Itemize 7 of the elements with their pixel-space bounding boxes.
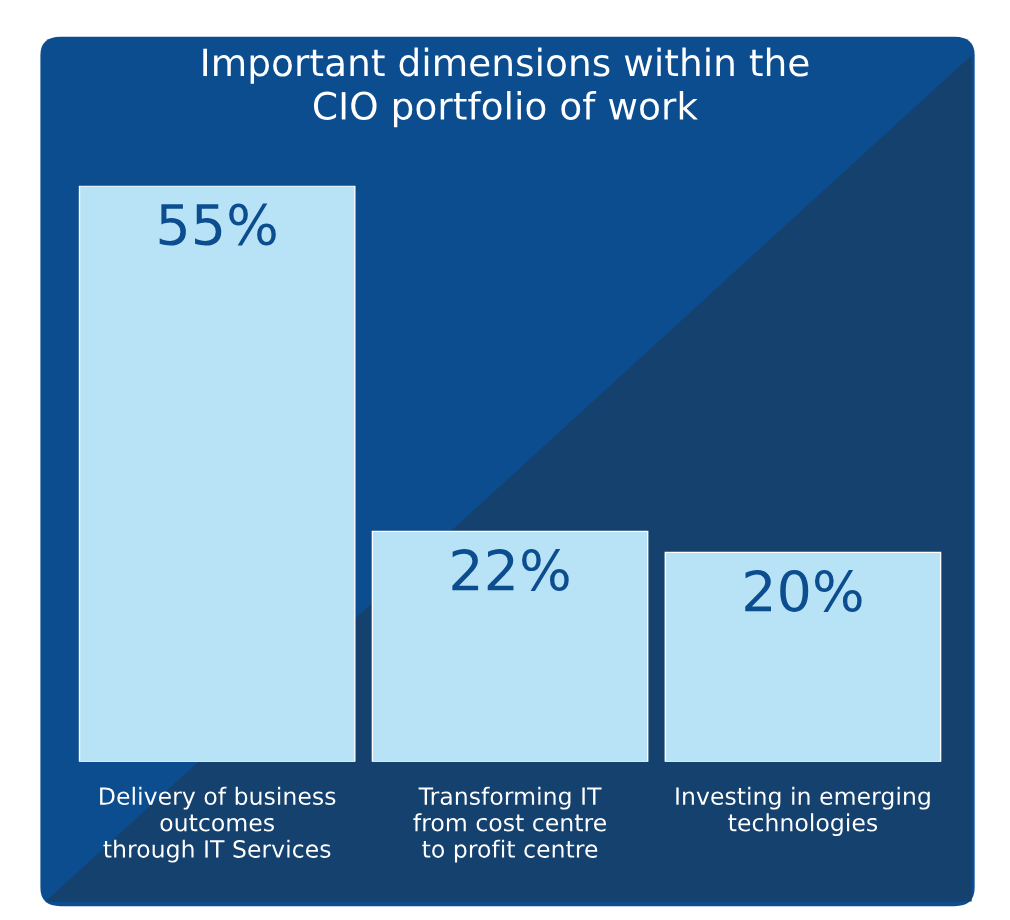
x-tick-label: Delivery of business outcomes through IT Services bbox=[100, 786, 336, 863]
chart-title: Important dimensions within the CIO portfolio of work bbox=[203, 47, 809, 128]
data-label: 22% bbox=[452, 549, 569, 592]
x-tick-label: Transforming IT from cost centre to profit centre bbox=[413, 786, 606, 863]
data-label: 55% bbox=[159, 203, 276, 246]
x-tick-label: Investing in emerging technologies bbox=[676, 786, 930, 837]
data-label: 20% bbox=[745, 569, 862, 612]
